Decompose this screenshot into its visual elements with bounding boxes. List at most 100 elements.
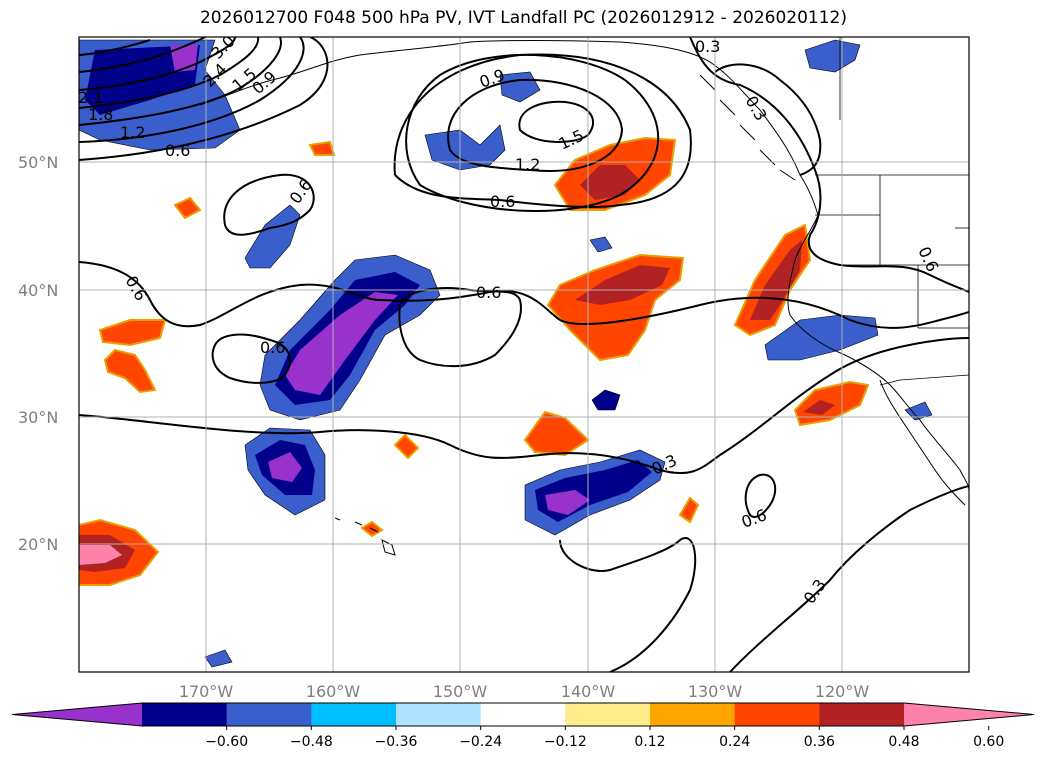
colorbar-segment <box>650 703 736 726</box>
colorbar-tick-label: −0.12 <box>544 734 587 750</box>
contour-nw-3 <box>79 37 282 126</box>
island-1 <box>334 517 341 521</box>
lon-label-150: 150°W <box>433 682 488 701</box>
colorbar-tick-label: 0.36 <box>804 734 835 750</box>
contour-low-1.5 <box>518 100 594 143</box>
anomaly-neg-central-peak <box>285 292 398 395</box>
anomaly-pos-baja <box>793 380 870 427</box>
coast-islands-bc <box>699 74 796 181</box>
lon-label-120: 120°W <box>815 682 870 701</box>
contour-nw-4 <box>79 37 260 109</box>
lon-label-170: 170°W <box>179 682 234 701</box>
coastline <box>199 40 969 506</box>
colorbar-segment <box>396 703 482 726</box>
colorbar-segment <box>565 703 651 726</box>
anomaly-neg-south-peak <box>545 490 590 515</box>
anomaly-neg-small-6 <box>804 39 861 73</box>
hawaii-islands <box>334 517 396 556</box>
anomaly-pos-west-2 <box>103 348 157 394</box>
map-content: 2.1 1.8 1.2 0.6 0.9 1.5 2.4 3.0 0.9 1.5 … <box>78 37 969 672</box>
colorbar-tick-label: 0.12 <box>634 734 665 750</box>
anomaly-neg-sw-peak <box>268 452 302 482</box>
anomaly-neg-small-1 <box>244 204 301 269</box>
contour-nw-1 <box>79 37 329 161</box>
contour-0.3-se <box>729 485 969 672</box>
contour-0.3-south <box>559 537 697 672</box>
anomaly-pos-small-4 <box>393 433 420 460</box>
lon-label-130: 130°W <box>688 682 743 701</box>
colorbar-tick-label: −0.48 <box>290 734 333 750</box>
contour-label: 0.6 <box>476 283 501 302</box>
contour-label: 1.2 <box>120 123 145 142</box>
lat-label-50: 50°N <box>18 153 58 172</box>
contour-0.6-east <box>689 37 969 293</box>
colorbar-segment <box>819 703 905 726</box>
contour-nw-6 <box>79 37 206 73</box>
contour-0.6-c <box>211 333 291 384</box>
lon-label-160: 160°W <box>306 682 361 701</box>
anomaly-pos-small-3 <box>308 140 336 156</box>
longitude-labels: 170°W 160°W 150°W 140°W 130°W 120°W <box>179 682 870 701</box>
contour-label: 1.2 <box>515 155 540 174</box>
latitude-labels: 50°N 40°N 30°N 20°N <box>18 153 58 554</box>
contour-low-0.9 <box>405 53 660 212</box>
anomaly-neg-small-4 <box>764 314 879 361</box>
colorbar-segment <box>480 703 566 726</box>
colorbar-tick-label: 0.60 <box>973 734 1004 750</box>
colorbar-tick-label: −0.60 <box>205 734 248 750</box>
anomaly-pos-central-core <box>575 265 670 305</box>
shaded-anomalies <box>79 39 933 668</box>
contour-0.6-a <box>223 173 315 236</box>
anomaly-neg-small-7 <box>589 236 613 253</box>
colorbar-segment <box>226 703 312 726</box>
anomaly-neg-small-2 <box>424 124 506 171</box>
contour-label: 1.8 <box>88 105 113 124</box>
contour-0.6-se <box>744 473 777 518</box>
lat-label-20: 20°N <box>18 535 58 554</box>
lon-label-140: 140°W <box>561 682 616 701</box>
contour-label: 0.6 <box>490 192 515 211</box>
map-title: 2026012700 F048 500 hPa PV, IVT Landfall… <box>199 8 847 28</box>
gridlines <box>79 37 969 672</box>
colorbar-tick-label: −0.36 <box>375 734 418 750</box>
contour-low-1.2 <box>447 78 624 172</box>
lat-label-40: 40°N <box>18 281 58 300</box>
contour-label: 0.6 <box>260 338 285 357</box>
colorbar-segment <box>734 703 820 726</box>
contour-label: 2.1 <box>78 88 103 107</box>
pv-contours <box>79 37 969 672</box>
map-frame <box>78 36 970 673</box>
colorbar-tick-label: 0.48 <box>888 734 919 750</box>
anomaly-pos-baja-core <box>803 400 835 415</box>
coast-baja <box>879 379 966 506</box>
coast-alaska <box>199 40 819 216</box>
contour-0.6-low <box>393 53 692 209</box>
contour-nw-7 <box>79 39 151 56</box>
island-3 <box>369 527 379 533</box>
contour-0.3-main <box>79 337 969 475</box>
colorbar-segment <box>142 703 228 726</box>
borders <box>815 37 969 386</box>
coast-west-us <box>787 214 969 491</box>
anomaly-pos-west <box>98 319 167 347</box>
colorbar-outline <box>11 702 1035 727</box>
lat-label-30: 30°N <box>18 408 58 427</box>
colorbar: −0.60 −0.48 −0.36 −0.24 −0.12 0.12 0.24 0.36 0.4… <box>11 702 1035 750</box>
island-4 <box>381 539 396 556</box>
contour-label: 0.6 <box>165 141 190 160</box>
contour-nw-5 <box>79 37 236 91</box>
colorbar-extend-high <box>904 703 1034 726</box>
anomaly-pos-coast-core <box>750 240 802 320</box>
colorbar-tick-label: −0.24 <box>459 734 502 750</box>
border-us-mexico <box>879 374 969 386</box>
colorbar-segment <box>311 703 397 726</box>
colorbar-extend-low <box>12 703 142 726</box>
island-2 <box>354 521 363 526</box>
anomaly-neg-small-5 <box>591 389 621 411</box>
contour-0.6-d <box>398 287 522 368</box>
anomaly-neg-small-8 <box>204 649 233 668</box>
colorbar-tick-label: 0.24 <box>719 734 750 750</box>
anomaly-pos-small-2 <box>173 196 202 220</box>
anomaly-pos-small-5 <box>678 496 700 524</box>
